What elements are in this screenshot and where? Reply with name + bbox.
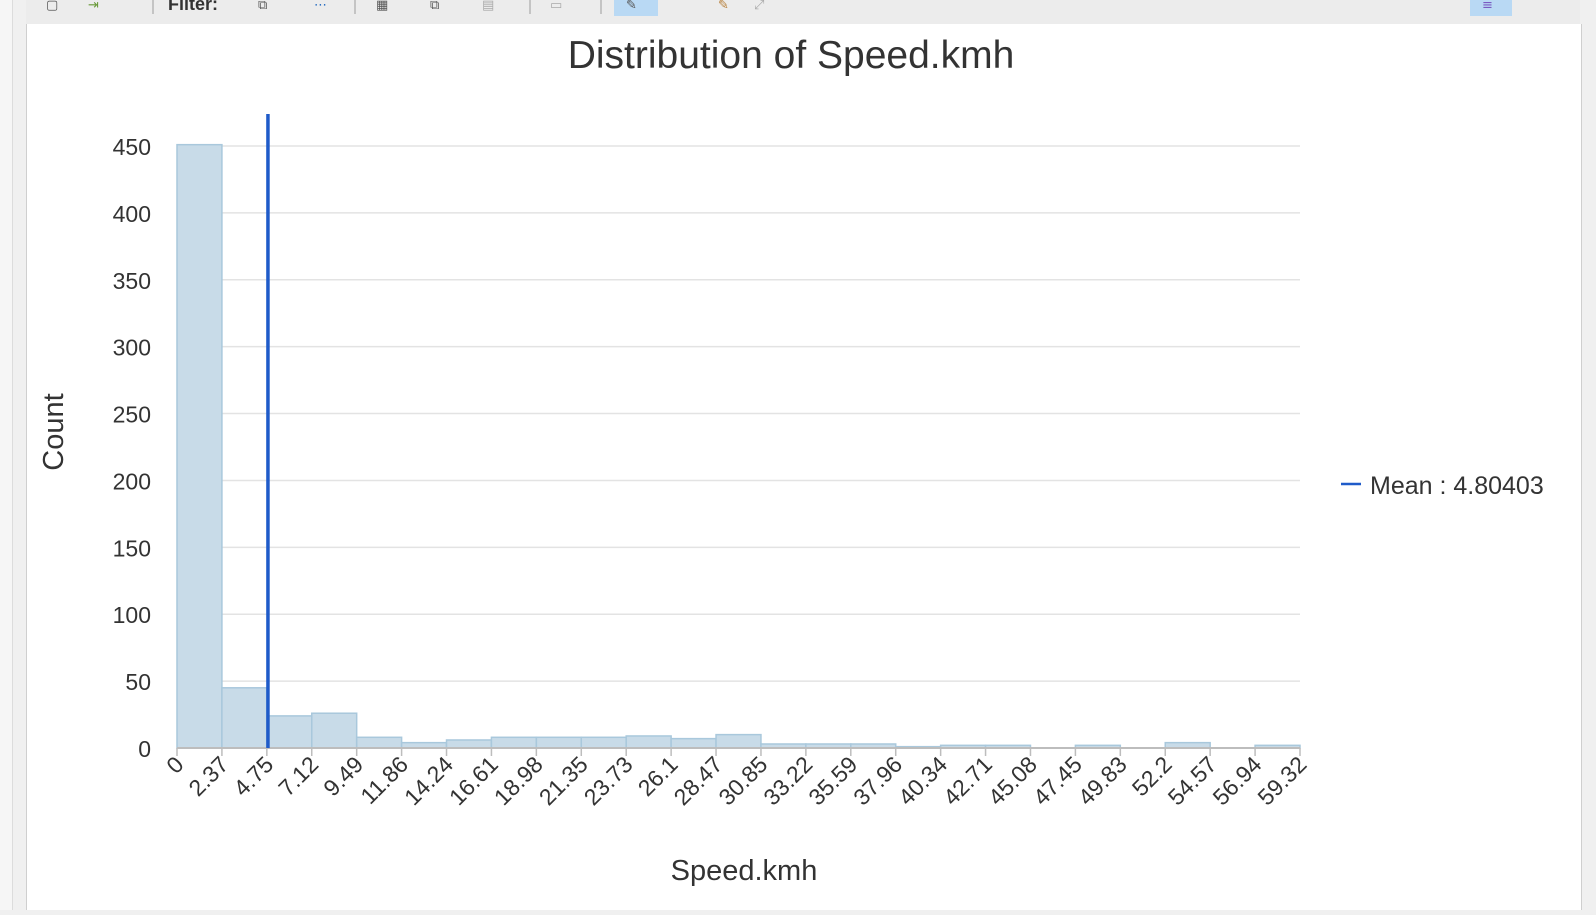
chart-toolbar: ▢ ⇥ Filter: ⧉ ⋯ ▦ ⧉ ▤ ▭ ✎ ✎ ⤢ ≡ bbox=[26, 0, 1580, 25]
x-axis-label: Speed.kmh bbox=[671, 855, 818, 887]
x-tick-label: 14.24 bbox=[399, 751, 458, 810]
x-tick-label: 35.59 bbox=[803, 751, 862, 810]
x-tick-label: 11.86 bbox=[355, 751, 413, 809]
histogram-bar[interactable] bbox=[716, 735, 761, 748]
bars bbox=[177, 145, 1300, 748]
legend[interactable]: Mean : 4.80403 bbox=[1341, 472, 1544, 500]
chart-icon[interactable]: ▭ bbox=[550, 0, 562, 14]
x-tick-label: 40.34 bbox=[893, 751, 952, 810]
filter-select-icon[interactable]: ⧉ bbox=[258, 0, 267, 14]
pan-icon[interactable]: ✎ bbox=[718, 0, 729, 14]
x-tick-label: 47.45 bbox=[1028, 751, 1087, 810]
x-tick-label: 59.32 bbox=[1252, 751, 1311, 810]
grid-lines bbox=[177, 146, 1300, 681]
y-tick-label: 200 bbox=[113, 468, 151, 494]
toolbar-separator bbox=[529, 0, 531, 14]
x-tick-label: 18.98 bbox=[489, 751, 548, 810]
histogram-bar[interactable] bbox=[357, 737, 402, 748]
y-tick-label: 350 bbox=[113, 268, 151, 294]
filter-extent-icon[interactable]: ⋯ bbox=[314, 0, 327, 14]
chart-title: Distribution of Speed.kmh bbox=[568, 34, 1015, 77]
histogram-bar[interactable] bbox=[491, 737, 536, 748]
x-tick-label: 16.61 bbox=[444, 751, 503, 810]
histogram-chart: Distribution of Speed.kmh Count Speed.km… bbox=[27, 24, 1581, 910]
toolbar-separator bbox=[152, 0, 154, 14]
new-icon[interactable]: ▢ bbox=[46, 0, 58, 14]
y-tick-label: 150 bbox=[113, 535, 151, 561]
histogram-bar[interactable] bbox=[312, 713, 357, 748]
pointer-icon[interactable]: ✎ bbox=[626, 0, 637, 14]
table-icon[interactable]: ▦ bbox=[376, 0, 388, 14]
y-tick-label: 450 bbox=[113, 134, 151, 160]
x-tick-label: 23.73 bbox=[579, 751, 638, 810]
x-axis-ticks: 02.374.757.129.4911.8614.2416.6118.9821.… bbox=[161, 748, 1311, 810]
y-tick-label: 400 bbox=[113, 201, 151, 227]
histogram-bar[interactable] bbox=[626, 736, 671, 748]
x-tick-label: 28.47 bbox=[668, 751, 727, 810]
y-axis-label: Count bbox=[38, 393, 70, 470]
y-tick-label: 50 bbox=[125, 669, 151, 695]
x-tick-label: 54.57 bbox=[1163, 751, 1222, 810]
x-tick-label: 30.85 bbox=[713, 751, 772, 810]
histogram-bar[interactable] bbox=[671, 739, 716, 748]
x-tick-label: 49.83 bbox=[1073, 751, 1132, 810]
histogram-bar[interactable] bbox=[267, 716, 312, 748]
histogram-bar[interactable] bbox=[447, 740, 492, 748]
x-tick-label: 42.71 bbox=[938, 751, 997, 810]
x-tick-label: 33.22 bbox=[758, 751, 817, 810]
left-gutter bbox=[0, 0, 13, 910]
toolbar-separator bbox=[354, 0, 356, 14]
y-tick-label: 100 bbox=[113, 602, 151, 628]
x-tick-label: 56.94 bbox=[1208, 751, 1267, 810]
chart-panel: Distribution of Speed.kmh Count Speed.km… bbox=[26, 24, 1582, 910]
export-icon[interactable]: ⇥ bbox=[88, 0, 99, 14]
copy-icon[interactable]: ⧉ bbox=[430, 0, 439, 14]
x-tick-label: 21.35 bbox=[534, 751, 593, 810]
x-tick-label: 45.08 bbox=[983, 751, 1042, 810]
toolbar-separator bbox=[600, 0, 602, 14]
x-tick-label: 37.96 bbox=[848, 751, 907, 810]
histogram-bar[interactable] bbox=[222, 688, 267, 748]
x-tick-label: 0 bbox=[161, 751, 188, 778]
y-tick-label: 300 bbox=[113, 335, 151, 361]
legend-mean-label: Mean : 4.80403 bbox=[1370, 472, 1544, 500]
grid-icon[interactable]: ▤ bbox=[482, 0, 494, 14]
histogram-bar[interactable] bbox=[536, 737, 581, 748]
y-axis-ticks: 0 50 100 150 200 250 300 350 400 450 bbox=[113, 134, 151, 762]
zoom-icon[interactable]: ⤢ bbox=[754, 0, 764, 14]
properties-icon[interactable]: ≡ bbox=[1482, 0, 1493, 14]
histogram-bar[interactable] bbox=[177, 145, 222, 748]
histogram-bar[interactable] bbox=[581, 737, 626, 748]
y-tick-label: 0 bbox=[138, 736, 151, 762]
x-tick-label: 2.37 bbox=[183, 751, 233, 801]
y-tick-label: 250 bbox=[113, 402, 151, 428]
x-tick-label: 4.75 bbox=[228, 751, 278, 801]
x-tick-label: 7.12 bbox=[273, 751, 323, 801]
filter-label: Filter: bbox=[168, 0, 218, 15]
